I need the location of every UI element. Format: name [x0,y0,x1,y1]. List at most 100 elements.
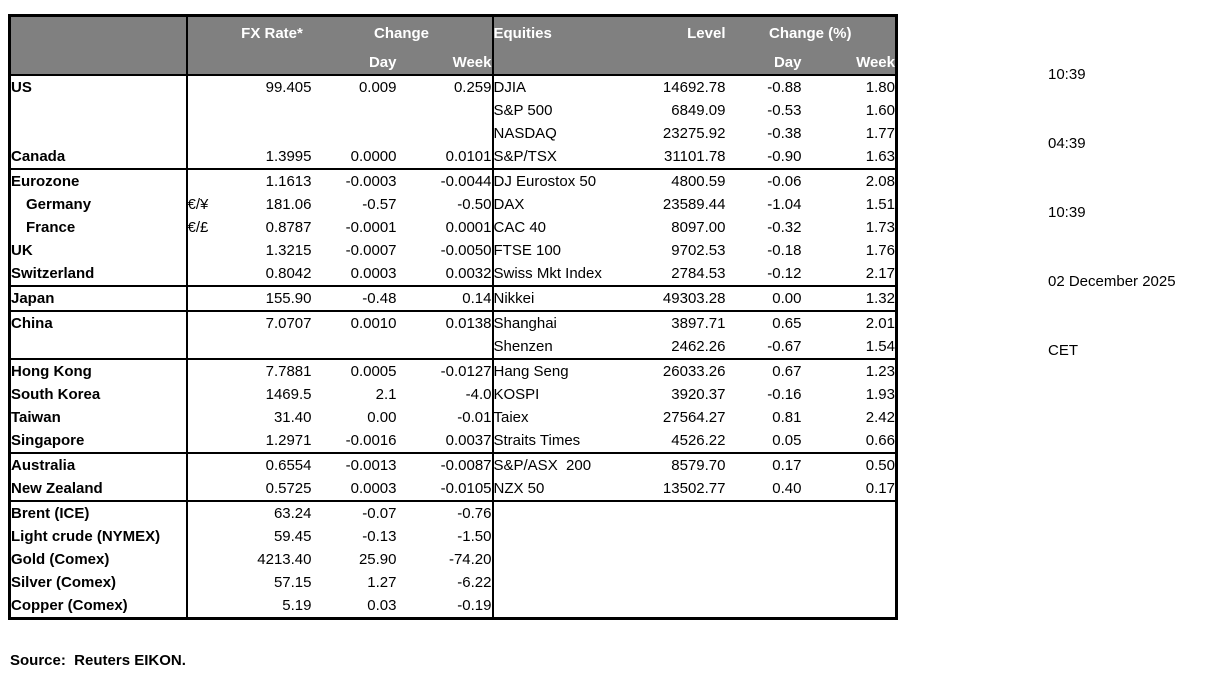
fx-rate: 1.3215 [265,242,312,259]
table-row: Japan 155.90 -0.48 0.14 Nikkei 49303.28 0.00 1.… [9,285,897,311]
equity-change-week: 1.80 [865,79,895,96]
empty-header-cell [639,51,726,76]
header-row-1: FX Rate* Change Equities Level Change (%… [9,15,897,51]
empty-header-cell [232,51,312,76]
fx-change-day: -0.0003 [311,168,397,193]
fx-pair-symbol [186,500,233,525]
fx-change-day: 0.0003 [350,480,397,497]
header-row-2: Day Week Day Week [9,51,897,76]
fx-change-week: -0.19 [396,594,494,619]
equity-change-day [726,525,802,548]
fx-change-week [396,122,494,145]
equity-name: KOSPI [493,386,540,403]
row-label: New Zealand [9,477,188,501]
table-row: France €/£ 0.8787 -0.0001 0.0001 CAC 40 8097.0… [9,216,897,239]
row-label: Light crude (NYMEX) [9,525,188,548]
footer-notes: Source: Reuters EIKON. * FX Rate for USD… [10,606,777,679]
fx-pair-symbol [186,310,233,335]
row-label: Japan [9,285,188,311]
row-label [9,335,188,359]
fx-change-week: -0.76 [396,500,494,525]
fx-rate: 0.8787 [265,219,312,236]
fx-change-week: -0.50 [396,193,494,216]
equity-change-week [801,500,897,525]
equity-change-day: 0.65 [725,310,802,335]
fx-change-week: 0.0138 [396,310,494,335]
equity-change-week: 1.73 [865,219,895,236]
table-row: Copper (Comex) 5.19 0.03 -0.19 [9,594,897,619]
equity-name [492,500,640,525]
row-label: Germany [9,193,188,216]
table-row: Taiwan 31.40 0.00 -0.01 Taiex 27564.27 0.81 2.4… [9,406,897,429]
row-label: Eurozone [9,168,188,193]
row-label: Hong Kong [9,358,188,383]
fx-change-week: -6.22 [396,571,494,594]
fx-change-day [312,122,397,145]
equity-level [640,548,726,571]
fx-change-week: -74.20 [396,548,494,571]
fx-pair-symbol: €/£ [187,219,209,236]
fx-change-day: -0.0007 [345,242,397,259]
table-row: Brent (ICE) 63.24 -0.07 -0.76 [9,500,897,525]
timestamp-line: 10:39 [1048,204,1086,221]
fx-change-day: 25.90 [358,551,397,568]
equity-level: 49303.28 [639,285,726,311]
equity-change-day: -0.06 [725,168,802,193]
equity-day-header: Day [725,51,802,76]
equity-change-week: 1.60 [865,102,895,119]
equity-level: 27564.27 [662,409,726,426]
fx-pair-symbol [186,358,233,383]
fx-change-day: 0.0010 [311,310,397,335]
market-data-table: FX Rate* Change Equities Level Change (%… [8,14,898,620]
equity-name: Swiss Mkt Index [493,265,602,282]
level-header: Level [639,15,726,51]
equity-change-week: 2.01 [801,310,897,335]
report-date: 02 December 2025 [1048,273,1176,290]
fx-pair-symbol [187,429,233,453]
fx-change-week: -0.0105 [396,477,494,501]
row-label: Taiwan [9,406,188,429]
equity-change-day: -0.90 [767,148,802,165]
equity-level: 8097.00 [671,219,726,236]
fx-rate-header: FX Rate* [232,15,312,51]
equity-level: 13502.77 [662,480,726,497]
fx-change-day: 0.00 [367,409,397,426]
fx-change-week: 0.0101 [396,145,494,169]
corner-cell [9,15,188,51]
timezone-label: CET [1048,342,1078,359]
equity-change-week: 0.17 [865,480,895,497]
fx-rate: 1.3995 [265,148,312,165]
fx-change-week: 0.0032 [396,262,494,286]
equity-level: 14692.78 [662,79,726,96]
fx-change-day: 2.1 [375,386,397,403]
equity-name: S&P/ASX 200 [492,452,640,477]
fx-rate: 1.1613 [232,168,312,193]
fx-pair-symbol [187,548,233,571]
fx-pair-symbol [186,285,233,311]
fx-rate: 1.2971 [265,432,312,449]
equity-level: 23589.44 [662,196,726,213]
fx-change-day: -0.0016 [345,432,397,449]
fx-rate: 0.5725 [265,480,312,497]
row-label: Copper (Comex) [9,594,188,619]
fx-change-week: 0.259 [396,75,494,99]
fx-change-week: 0.0001 [396,216,494,239]
equity-level [639,500,726,525]
equity-change-day [726,548,802,571]
equity-change-week [802,571,897,594]
fx-change-day: 0.009 [358,79,397,96]
fx-change-week: 0.14 [396,285,494,311]
fx-change-week [396,99,494,122]
equity-change-day: 0.00 [725,285,802,311]
equity-change-week: 1.77 [865,125,895,142]
fx-pair-symbol [187,383,233,406]
table-row: Light crude (NYMEX) 59.45 -0.13 -1.50 [9,525,897,548]
fx-rate: 31.40 [273,409,312,426]
equity-change-week: 2.17 [865,265,895,282]
equity-name: Shenzen [493,338,553,355]
empty-header-cell [492,51,640,76]
row-label: Canada [9,145,188,169]
fx-pair-symbol [186,168,233,193]
timestamp-block: 10:39 04:39 10:39 02 December 2025 CET [1048,17,1176,408]
